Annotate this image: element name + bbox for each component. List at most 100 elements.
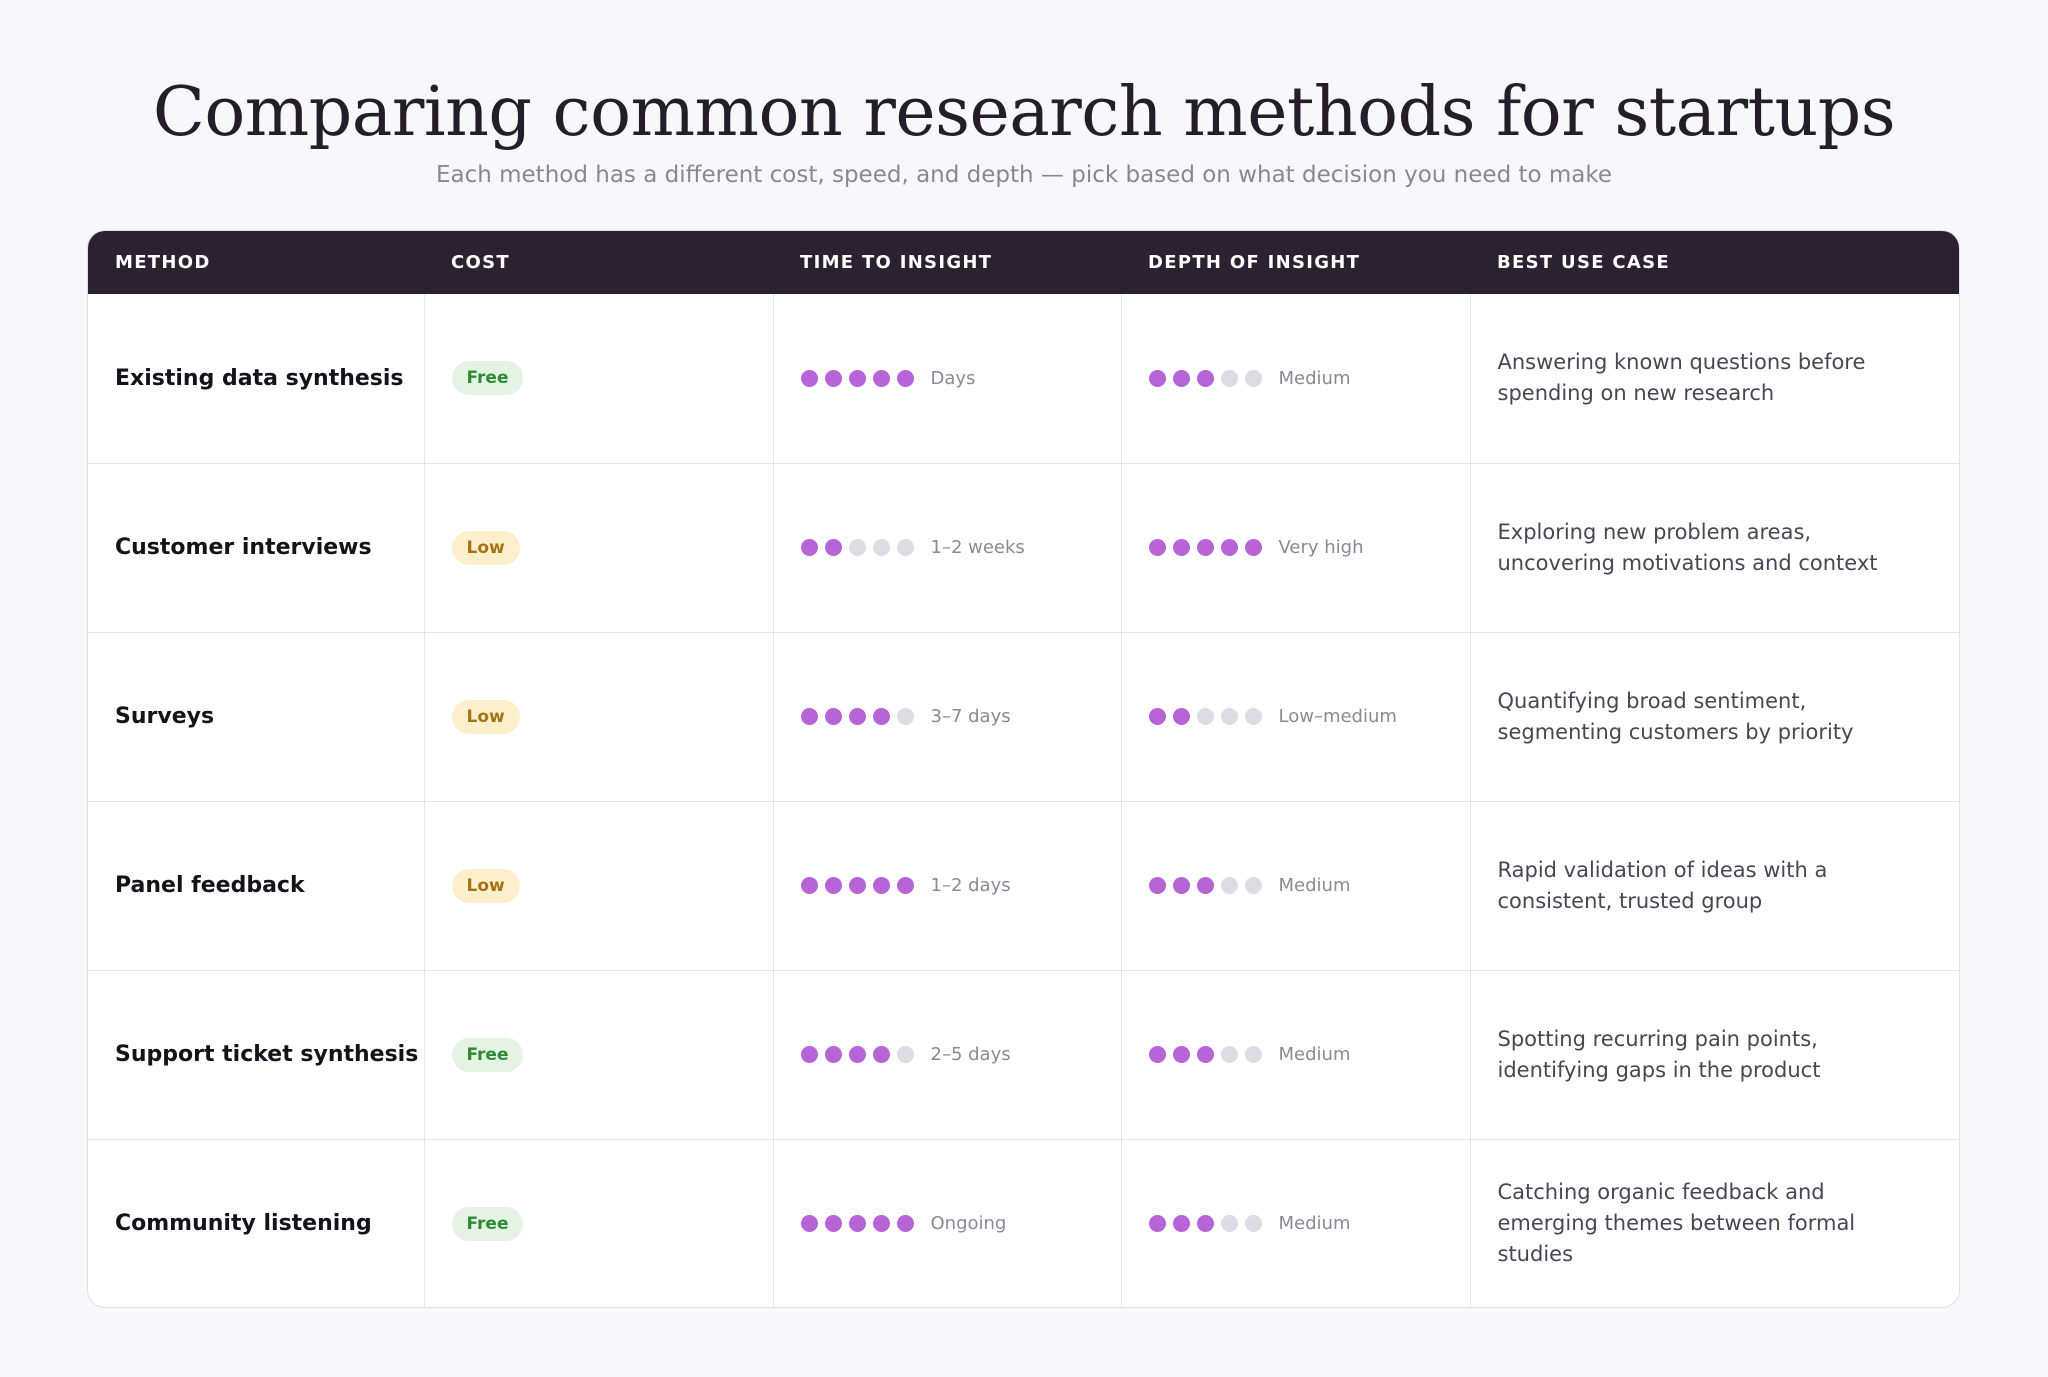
rating-dots <box>1148 708 1269 725</box>
rating-dot-filled-icon <box>800 1215 818 1233</box>
rating-dot-filled-icon <box>800 877 818 894</box>
cell-cost: Low <box>424 463 774 633</box>
rating-dot-filled-icon <box>1172 369 1190 387</box>
rating-dot-filled-icon <box>800 539 818 556</box>
cell-best-use-case: Catching organic feedback and emerging t… <box>1470 1139 1959 1307</box>
table-row: Panel feedback Low 1–2 days Medium Rapid val… <box>88 801 1959 971</box>
rating-dots <box>800 539 921 556</box>
comparison-table: METHOD COST TIME TO INSIGHT DEPTH OF INS… <box>87 230 1960 1308</box>
rating-dot-filled-icon <box>824 369 842 387</box>
cell-depth-of-insight: Low–medium <box>1121 632 1471 802</box>
rating-dots <box>1148 1215 1269 1233</box>
cell-time-to-insight: 3–7 days <box>773 632 1122 802</box>
rating-dot-empty-icon <box>1244 369 1262 387</box>
table-header-row: METHOD COST TIME TO INSIGHT DEPTH OF INS… <box>88 231 1959 294</box>
rating-dot-filled-icon <box>1148 877 1166 894</box>
rating-dot-filled-icon <box>1220 539 1238 556</box>
time-rating: 3–7 days <box>800 706 1121 727</box>
rating-dot-filled-icon <box>848 877 866 894</box>
rating-dot-filled-icon <box>848 369 866 387</box>
cell-method: Surveys <box>88 632 425 802</box>
rating-dots <box>1148 877 1269 894</box>
page-title: Comparing common research methods for st… <box>152 73 1896 152</box>
cost-badge: Low <box>451 868 520 903</box>
rating-dot-empty-icon <box>1244 1046 1262 1063</box>
use-case-text: Quantifying broad sentiment, segmenting … <box>1497 688 1854 744</box>
depth-label: Medium <box>1278 875 1351 896</box>
time-label: 1–2 days <box>930 875 1011 896</box>
rating-dot-filled-icon <box>1172 1215 1190 1233</box>
depth-label: Very high <box>1278 537 1364 558</box>
rating-dot-filled-icon <box>896 877 914 894</box>
use-case-text: Exploring new problem areas, uncovering … <box>1497 519 1878 575</box>
cell-depth-of-insight: Medium <box>1121 294 1471 464</box>
cell-best-use-case: Answering known questions before spendin… <box>1470 294 1959 464</box>
rating-dot-empty-icon <box>872 539 890 556</box>
cell-cost: Low <box>424 632 774 802</box>
rating-dot-empty-icon <box>896 1046 914 1063</box>
rating-dot-filled-icon <box>872 1215 890 1233</box>
depth-label: Medium <box>1278 367 1351 389</box>
depth-rating: Medium <box>1148 1044 1470 1065</box>
rating-dot-filled-icon <box>872 877 890 894</box>
cell-depth-of-insight: Medium <box>1121 801 1471 971</box>
cell-depth-of-insight: Very high <box>1121 463 1471 633</box>
header-depth-of-insight: DEPTH OF INSIGHT <box>1148 252 1361 273</box>
time-rating: 1–2 days <box>800 875 1121 896</box>
rating-dot-filled-icon <box>1148 708 1166 725</box>
use-case-text: Catching organic feedback and emerging t… <box>1497 1180 1856 1267</box>
rating-dot-filled-icon <box>1196 539 1214 556</box>
time-label: 1–2 weeks <box>930 537 1025 558</box>
rating-dots <box>800 369 921 387</box>
time-rating: 1–2 weeks <box>800 537 1121 558</box>
rating-dot-filled-icon <box>1148 1046 1166 1063</box>
rating-dot-filled-icon <box>1172 539 1190 556</box>
cell-depth-of-insight: Medium <box>1121 970 1471 1140</box>
method-name: Existing data synthesis <box>115 365 404 391</box>
rating-dot-empty-icon <box>1220 369 1238 387</box>
table-row: Surveys Low 3–7 days Low–medium Quantifying … <box>88 632 1959 802</box>
table-row: Community listening Free Ongoing Medium Catc… <box>88 1139 1959 1307</box>
rating-dot-filled-icon <box>872 1046 890 1063</box>
use-case-text: Spotting recurring pain points, identify… <box>1497 1026 1821 1082</box>
rating-dot-empty-icon <box>896 539 914 556</box>
header-method: METHOD <box>115 252 211 273</box>
cell-time-to-insight: 2–5 days <box>773 970 1122 1140</box>
depth-rating: Medium <box>1148 875 1470 896</box>
rating-dot-empty-icon <box>1196 708 1214 725</box>
use-case-text: Rapid validation of ideas with a consist… <box>1497 857 1828 913</box>
cell-time-to-insight: 1–2 weeks <box>773 463 1122 633</box>
rating-dot-empty-icon <box>1220 708 1238 725</box>
depth-rating: Medium <box>1148 1213 1470 1235</box>
time-rating: Days <box>800 368 1121 389</box>
rating-dot-filled-icon <box>896 369 914 387</box>
time-label: Ongoing <box>930 1213 1007 1235</box>
rating-dot-filled-icon <box>824 1046 842 1063</box>
page-subtitle: Each method has a different cost, speed,… <box>435 162 1613 188</box>
rating-dot-filled-icon <box>824 539 842 556</box>
rating-dots <box>800 877 921 894</box>
method-name: Panel feedback <box>115 873 305 898</box>
cell-cost: Low <box>424 801 774 971</box>
header-cost: COST <box>451 252 510 273</box>
rating-dot-empty-icon <box>1244 708 1262 725</box>
cell-method: Community listening <box>88 1139 425 1307</box>
rating-dot-empty-icon <box>1220 877 1238 894</box>
depth-rating: Medium <box>1148 367 1470 389</box>
rating-dot-filled-icon <box>1172 1046 1190 1063</box>
cell-method: Customer interviews <box>88 463 425 633</box>
depth-label: Medium <box>1278 1213 1351 1235</box>
cell-best-use-case: Quantifying broad sentiment, segmenting … <box>1470 632 1959 802</box>
rating-dot-filled-icon <box>848 708 866 725</box>
cell-method: Support ticket synthesis <box>88 970 425 1140</box>
cell-time-to-insight: 1–2 days <box>773 801 1122 971</box>
cell-best-use-case: Spotting recurring pain points, identify… <box>1470 970 1959 1140</box>
rating-dot-filled-icon <box>824 1215 842 1233</box>
cell-depth-of-insight: Medium <box>1121 1139 1471 1307</box>
rating-dot-empty-icon <box>1244 1215 1262 1233</box>
rating-dot-filled-icon <box>1172 708 1190 725</box>
table-body: Existing data synthesis Free Days Medium Ans… <box>88 294 1959 1307</box>
rating-dot-empty-icon <box>848 539 866 556</box>
depth-label: Low–medium <box>1278 706 1397 727</box>
rating-dot-empty-icon <box>1244 877 1262 894</box>
